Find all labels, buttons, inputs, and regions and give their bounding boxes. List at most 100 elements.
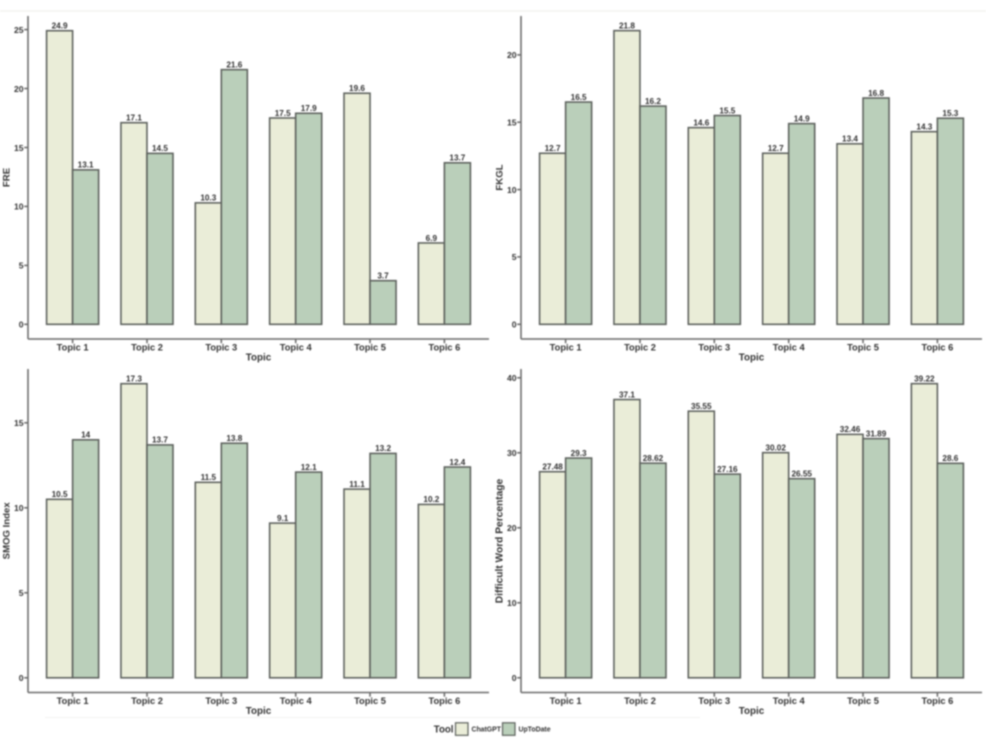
svg-text:13.4: 13.4 (842, 135, 858, 144)
svg-text:Topic 6: Topic 6 (428, 696, 460, 706)
svg-text:Topic 4: Topic 4 (280, 342, 313, 352)
svg-text:10: 10 (14, 503, 24, 513)
svg-text:Topic 3: Topic 3 (205, 342, 237, 352)
svg-text:12.7: 12.7 (545, 144, 561, 153)
svg-text:Difficult Word Percentage: Difficult Word Percentage (495, 479, 506, 604)
svg-text:11.1: 11.1 (349, 480, 365, 489)
svg-text:26.55: 26.55 (791, 469, 812, 478)
svg-text:0: 0 (19, 320, 24, 330)
svg-text:6.9: 6.9 (426, 234, 438, 243)
svg-text:16.5: 16.5 (571, 93, 587, 102)
svg-text:12.1: 12.1 (301, 463, 317, 472)
svg-text:FKGL: FKGL (495, 164, 506, 190)
svg-text:Topic: Topic (739, 706, 765, 717)
svg-text:Topic 2: Topic 2 (131, 342, 163, 352)
svg-text:31.89: 31.89 (866, 429, 887, 438)
svg-text:19.6: 19.6 (349, 84, 365, 93)
svg-text:Topic 3: Topic 3 (698, 696, 730, 706)
svg-text:Topic 5: Topic 5 (847, 342, 879, 352)
svg-text:Topic 3: Topic 3 (205, 696, 237, 706)
svg-text:Topic: Topic (739, 353, 765, 364)
svg-text:Topic 2: Topic 2 (624, 696, 656, 706)
svg-text:20: 20 (507, 50, 517, 60)
svg-text:FRE: FRE (2, 167, 13, 187)
svg-text:Tool: Tool (434, 725, 454, 736)
svg-text:28.62: 28.62 (643, 454, 664, 463)
svg-text:13.2: 13.2 (375, 444, 391, 453)
svg-text:27.16: 27.16 (717, 465, 738, 474)
svg-text:Topic 2: Topic 2 (131, 696, 163, 706)
svg-text:Topic 5: Topic 5 (847, 696, 879, 706)
svg-text:15: 15 (14, 418, 24, 428)
svg-text:Topic 6: Topic 6 (921, 696, 953, 706)
svg-text:17.5: 17.5 (275, 109, 291, 118)
svg-text:0: 0 (512, 320, 517, 330)
svg-text:Topic 1: Topic 1 (550, 696, 582, 706)
svg-text:Topic 6: Topic 6 (428, 342, 460, 352)
svg-text:5: 5 (512, 252, 517, 262)
svg-text:10: 10 (507, 598, 517, 608)
svg-text:28.6: 28.6 (942, 454, 958, 463)
svg-text:39.22: 39.22 (914, 374, 935, 383)
svg-text:17.3: 17.3 (126, 375, 142, 384)
svg-text:40: 40 (507, 373, 517, 383)
svg-text:Topic 1: Topic 1 (57, 696, 89, 706)
svg-text:Topic 6: Topic 6 (921, 342, 953, 352)
svg-text:30.02: 30.02 (765, 443, 786, 452)
svg-text:0: 0 (19, 673, 24, 683)
svg-text:12.4: 12.4 (449, 458, 465, 467)
svg-text:15: 15 (14, 143, 24, 153)
svg-text:37.1: 37.1 (619, 390, 635, 399)
svg-text:29.3: 29.3 (571, 449, 587, 458)
svg-text:21.6: 21.6 (226, 60, 242, 69)
svg-text:14: 14 (81, 431, 91, 440)
svg-text:20: 20 (507, 523, 517, 533)
svg-text:Topic 3: Topic 3 (698, 342, 730, 352)
svg-text:12.7: 12.7 (768, 144, 784, 153)
svg-text:15: 15 (507, 118, 517, 128)
svg-text:Topic 1: Topic 1 (57, 342, 89, 352)
svg-text:15.3: 15.3 (942, 109, 958, 118)
svg-text:17.1: 17.1 (126, 113, 142, 122)
svg-text:9.1: 9.1 (277, 514, 289, 523)
svg-text:35.55: 35.55 (691, 402, 712, 411)
svg-text:14.5: 14.5 (152, 144, 168, 153)
svg-text:Topic 1: Topic 1 (550, 342, 582, 352)
svg-text:13.7: 13.7 (152, 436, 168, 445)
svg-text:10: 10 (14, 202, 24, 212)
svg-text:16.2: 16.2 (645, 97, 661, 106)
svg-text:27.48: 27.48 (542, 463, 563, 472)
svg-text:11.5: 11.5 (201, 473, 217, 482)
svg-text:0: 0 (512, 673, 517, 683)
svg-text:17.9: 17.9 (301, 104, 317, 113)
svg-text:10: 10 (507, 185, 517, 195)
svg-text:Topic 5: Topic 5 (354, 696, 386, 706)
svg-text:24.9: 24.9 (52, 22, 68, 31)
svg-text:20: 20 (14, 84, 24, 94)
svg-text:14.9: 14.9 (794, 114, 810, 123)
svg-text:13.8: 13.8 (226, 434, 242, 443)
svg-text:ChatGPT: ChatGPT (472, 727, 502, 734)
svg-text:14.3: 14.3 (916, 122, 932, 131)
svg-text:30: 30 (507, 448, 517, 458)
svg-text:13.7: 13.7 (449, 154, 465, 163)
svg-text:10.5: 10.5 (52, 490, 68, 499)
svg-text:Topic: Topic (246, 706, 272, 717)
svg-text:3.7: 3.7 (377, 271, 389, 280)
svg-text:15.5: 15.5 (719, 106, 735, 115)
svg-text:32.46: 32.46 (840, 425, 861, 434)
svg-text:5: 5 (19, 261, 24, 271)
svg-text:21.8: 21.8 (619, 21, 635, 30)
svg-text:16.8: 16.8 (868, 89, 884, 98)
svg-text:UpToDate: UpToDate (519, 727, 551, 734)
svg-text:Topic 4: Topic 4 (280, 696, 313, 706)
svg-text:Topic 5: Topic 5 (354, 342, 386, 352)
svg-text:10.2: 10.2 (423, 495, 439, 504)
svg-text:25: 25 (14, 25, 24, 35)
svg-text:Topic 4: Topic 4 (773, 342, 806, 352)
svg-text:Topic: Topic (246, 353, 272, 364)
svg-text:SMOG Index: SMOG Index (2, 502, 13, 560)
svg-text:14.6: 14.6 (693, 118, 709, 127)
svg-text:10.3: 10.3 (200, 194, 216, 203)
svg-text:5: 5 (19, 588, 24, 598)
